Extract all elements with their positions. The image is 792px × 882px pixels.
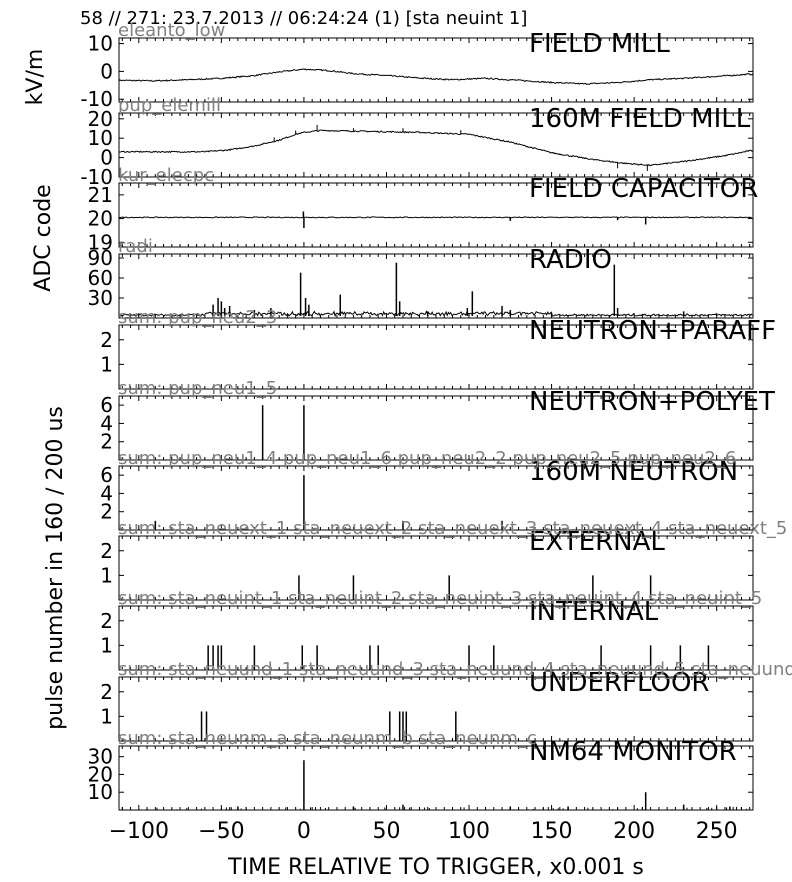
panel-title: RADIO xyxy=(529,245,612,275)
y-tick-label: 6 xyxy=(100,393,113,417)
y-tick-label: 90 xyxy=(88,246,113,270)
x-tick-label: 0 xyxy=(297,819,311,844)
y-tick-label: 30 xyxy=(88,286,113,310)
panel-title: NEUTRON+PARAFF xyxy=(529,316,776,346)
channel-label: sum: sta_neuext_1 sta_neuext_2 sta_neuex… xyxy=(118,518,787,539)
y-tick-label: 1 xyxy=(100,704,113,728)
x-tick-label: 50 xyxy=(372,819,400,844)
series-line xyxy=(118,216,752,219)
y-tick-label: 2 xyxy=(100,680,113,704)
channel-label: sum: sta_neuint_1 sta_neuint_2 sta_neuin… xyxy=(118,588,762,609)
panel-neutron-polyet: 642 NEUTRON+POLYET sum: pup_neu1_5 xyxy=(100,378,775,461)
y-tick-label: 4 xyxy=(100,481,113,505)
x-tick-label: 150 xyxy=(531,819,573,844)
y-tick-label: 1 xyxy=(100,563,113,587)
y-tick-label: 10 xyxy=(88,126,113,150)
y-tick-label: 10 xyxy=(88,780,113,804)
ylabel-pulse: pulse number in 160 / 200 us xyxy=(43,406,68,730)
y-tick-label: 60 xyxy=(88,266,113,290)
channel-label: sum: pup_neu2_3 xyxy=(118,307,277,328)
panel-title: EXTERNAL xyxy=(529,527,665,557)
x-tick-label: −50 xyxy=(198,819,244,844)
y-tick-label: 0 xyxy=(100,146,113,170)
panel-title: 160M NEUTRON xyxy=(529,457,738,487)
y-tick-label: 30 xyxy=(88,745,113,769)
y-tick-label: 6 xyxy=(100,463,113,487)
series-line xyxy=(118,68,754,85)
y-tick-label: 20 xyxy=(88,762,113,786)
y-tick-label: -10 xyxy=(80,87,113,111)
x-tick-label: 250 xyxy=(696,819,738,844)
y-tick-label: 1 xyxy=(100,352,113,376)
y-tick-label: 20 xyxy=(88,107,113,131)
panel-title: NEUTRON+POLYET xyxy=(529,387,775,417)
y-tick-label: 2 xyxy=(100,430,113,454)
y-tick-label: 2 xyxy=(100,539,113,563)
figure-header: 58 // 271: 23.7.2013 // 06:24:24 (1) [st… xyxy=(80,8,527,29)
y-tick-label: 10 xyxy=(88,32,113,56)
channel-label: sum: sta_neunm_a sta_neunm_b sta_neunm_c xyxy=(118,728,537,749)
channel-label: sum: sta_neuund_1 sta_neuund_3 sta_neuun… xyxy=(118,659,792,680)
x-tick-label: 100 xyxy=(448,819,490,844)
y-tick-label: 20 xyxy=(88,207,113,231)
x-tick-label: 200 xyxy=(613,819,655,844)
panel-title: FIELD MILL xyxy=(529,29,670,59)
y-tick-label: 1 xyxy=(100,633,113,657)
panel-title: INTERNAL xyxy=(529,597,659,627)
y-tick-label: 4 xyxy=(100,411,113,435)
panel-title: NM64 MONITOR xyxy=(529,737,737,767)
x-axis-label: TIME RELATIVE TO TRIGGER, x0.001 s xyxy=(227,855,644,880)
y-tick-label: 2 xyxy=(100,328,113,352)
y-tick-label: 21 xyxy=(88,183,113,207)
panel-neutron-paraffin: 21 NEUTRON+PARAFF sum: pup_neu2_3 xyxy=(100,307,776,390)
channel-label: sum: pup_neu1_5 xyxy=(118,378,277,399)
series-line xyxy=(118,129,753,167)
panel-title: UNDERFLOOR xyxy=(529,668,710,698)
y-tick-label: 2 xyxy=(100,500,113,524)
ylabel-adc: ADC code xyxy=(31,184,56,291)
channel-label: kur_elecpc xyxy=(118,165,214,186)
y-tick-label: 0 xyxy=(100,59,113,83)
y-tick-label: 2 xyxy=(100,609,113,633)
channel-label: sum: pup_neu1_4 pup_neu1_6 pup_neu2_2 pu… xyxy=(118,448,736,469)
panel-title: FIELD CAPACITOR xyxy=(529,174,758,204)
channel-label: radi xyxy=(118,236,153,257)
ylabel-kv: kV/m xyxy=(23,49,48,106)
channel-label: eleanto_low xyxy=(118,20,225,41)
x-tick-label: −100 xyxy=(109,819,169,844)
y-tick-label: 19 xyxy=(88,230,113,254)
channel-label: pup_elemill xyxy=(118,95,221,116)
y-tick-label: -10 xyxy=(80,165,113,189)
panel-field-mill: 10 0 -10 FIELD MILL eleanto_low xyxy=(80,20,754,111)
panel-title: 160M FIELD MILL xyxy=(529,104,751,134)
